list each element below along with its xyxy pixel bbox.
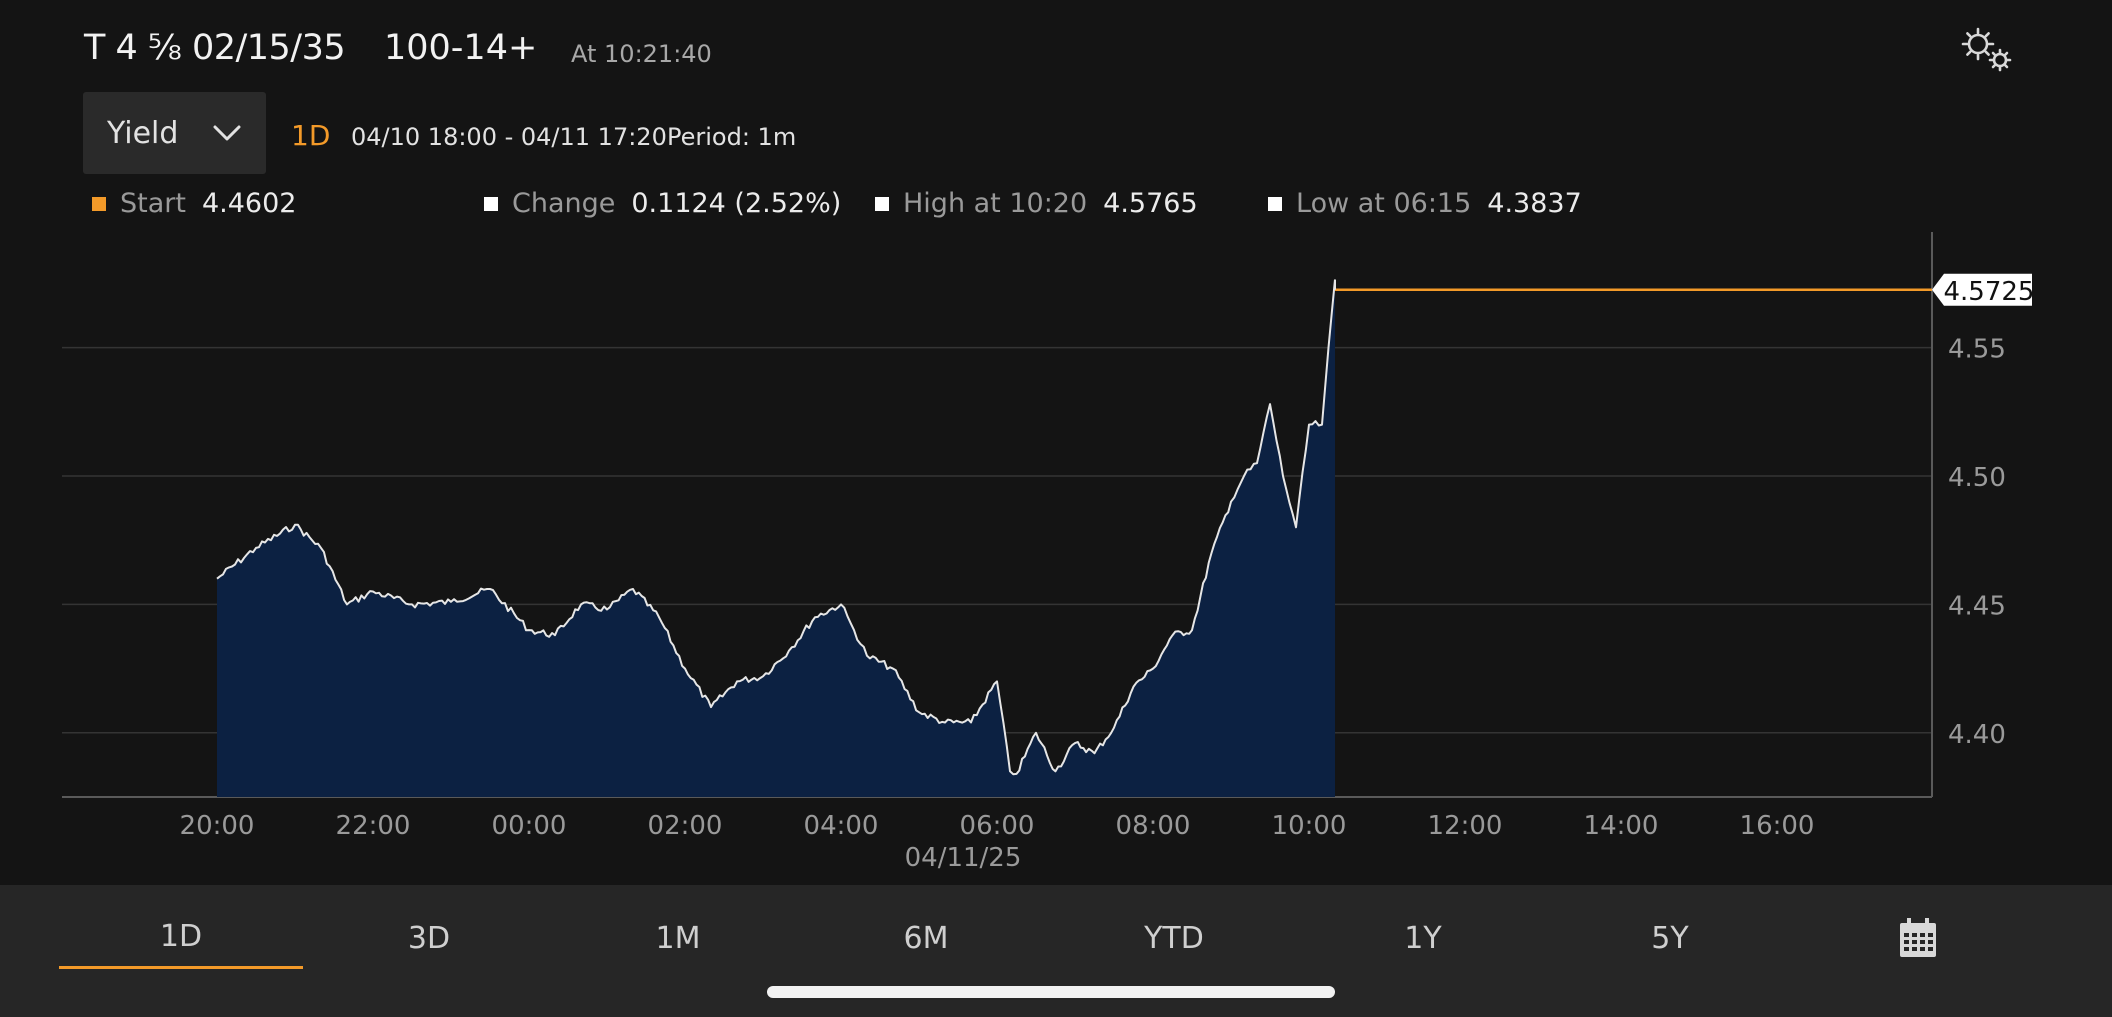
period-label: Period: 1m bbox=[667, 123, 797, 151]
stat-start-value: 4.4602 bbox=[201, 188, 297, 219]
x-tick-label: 20:00 bbox=[180, 811, 255, 841]
stat-start-label: Start bbox=[120, 188, 186, 219]
x-date-label: 04/11/25 bbox=[905, 843, 1022, 873]
x-tick-label: 22:00 bbox=[336, 811, 411, 841]
y-tick-label: 4.55 bbox=[1948, 335, 2006, 365]
low-marker bbox=[1268, 196, 1282, 211]
tab-1m[interactable]: 1M bbox=[655, 920, 701, 956]
x-tick-label: 12:00 bbox=[1428, 811, 1503, 841]
start-marker bbox=[92, 196, 106, 211]
x-tick-label: 08:00 bbox=[1116, 811, 1191, 841]
stat-high-value: 4.5765 bbox=[1103, 188, 1198, 219]
y-tick-label: 4.45 bbox=[1948, 591, 2006, 621]
chevron-down-icon bbox=[213, 125, 241, 141]
stat-low: Low at 06:15 4.3837 bbox=[1268, 188, 1582, 219]
stat-low-label: Low at 06:15 bbox=[1296, 188, 1472, 219]
x-tick-label: 16:00 bbox=[1740, 811, 1815, 841]
tab-1y[interactable]: 1Y bbox=[1404, 920, 1442, 956]
timestamp: At 10:21:40 bbox=[571, 40, 712, 68]
x-tick-label: 06:00 bbox=[960, 811, 1035, 841]
x-tick-label: 14:00 bbox=[1584, 811, 1659, 841]
yield-chart[interactable]: 4.40 4.45 4.50 4.55 20:00 22:00 00:00 02:00 04:0… bbox=[0, 0, 2112, 885]
field-dropdown[interactable]: Yield bbox=[83, 92, 266, 174]
x-tick-label: 02:00 bbox=[648, 811, 723, 841]
price-quote: 100-14+ bbox=[384, 28, 538, 68]
tab-ytd[interactable]: YTD bbox=[1144, 920, 1204, 956]
settings-gears-icon[interactable] bbox=[1958, 24, 2020, 76]
stat-change-value: 0.1124 (2.52%) bbox=[631, 188, 842, 219]
home-indicator bbox=[767, 986, 1335, 998]
high-marker bbox=[875, 196, 889, 211]
y-tick-label: 4.50 bbox=[1948, 463, 2006, 493]
date-range: 04/10 18:00 - 04/11 17:20 bbox=[351, 123, 667, 151]
last-value-badge bbox=[1932, 273, 2032, 306]
stat-high: High at 10:20 4.5765 bbox=[875, 188, 1198, 219]
stat-start: Start 4.4602 bbox=[92, 188, 296, 219]
x-tick-label: 10:00 bbox=[1272, 811, 1347, 841]
field-dropdown-label: Yield bbox=[107, 115, 179, 151]
security-name: T 4 ⅝ 02/15/35 bbox=[84, 28, 346, 68]
y-tick-label: 4.40 bbox=[1948, 720, 2006, 750]
x-tick-label: 04:00 bbox=[804, 811, 879, 841]
tab-calendar[interactable] bbox=[1796, 907, 2040, 969]
tab-5y[interactable]: 5Y bbox=[1651, 920, 1689, 956]
area-fill bbox=[217, 279, 1335, 797]
stat-low-value: 4.3837 bbox=[1487, 188, 1582, 219]
calendar-icon bbox=[1900, 918, 1936, 957]
x-tick-label: 00:00 bbox=[492, 811, 567, 841]
stat-high-label: High at 10:20 bbox=[903, 188, 1088, 219]
stat-change-label: Change bbox=[512, 188, 616, 219]
tab-6m[interactable]: 6M bbox=[903, 920, 949, 956]
tab-1d[interactable]: 1D bbox=[59, 907, 303, 969]
range-badge: 1D bbox=[291, 119, 331, 152]
tab-3d[interactable]: 3D bbox=[407, 920, 451, 956]
stat-change: Change 0.1124 (2.52%) bbox=[484, 188, 841, 219]
change-marker bbox=[484, 196, 498, 211]
last-value-label: 4.5725 bbox=[1944, 277, 2035, 307]
series-line bbox=[216, 279, 1336, 776]
